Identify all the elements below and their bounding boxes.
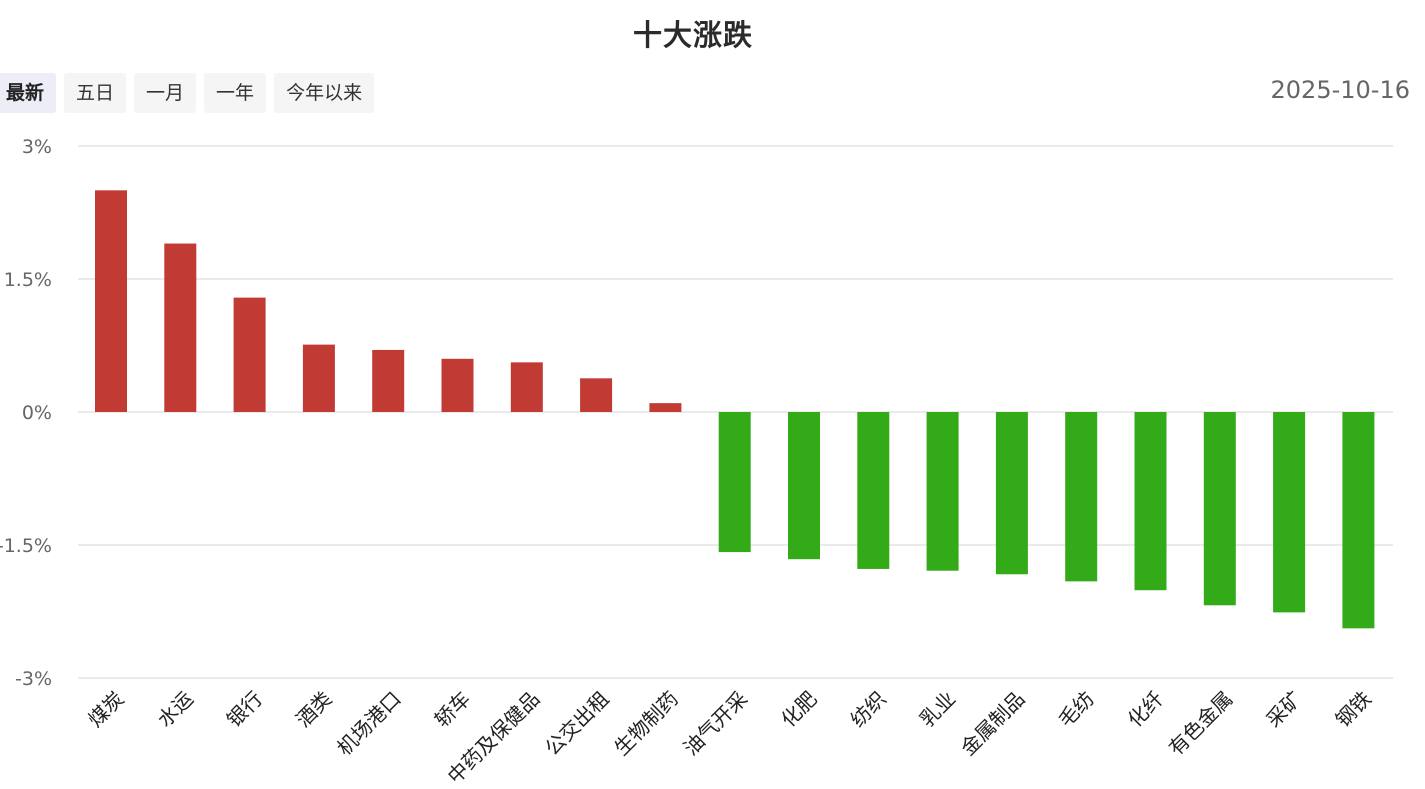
x-tick-label: 轿车 (430, 687, 475, 732)
bar (649, 403, 682, 412)
y-tick-label: 3% (22, 136, 52, 158)
data-date: 2025-10-16 (1270, 76, 1410, 104)
period-tabs: 最新 五日 一月 一年 今年以来 (0, 73, 375, 113)
tab-five-day[interactable]: 五日 (64, 73, 127, 113)
bar (302, 344, 335, 412)
x-tick-label: 毛纺 (1053, 687, 1098, 732)
y-tick-label: -1.5% (0, 535, 52, 557)
x-tick-label: 公交出租 (540, 687, 614, 761)
x-tick-label: 机场港口 (332, 687, 406, 761)
bar (95, 190, 127, 412)
bar (1203, 412, 1236, 606)
x-tick-label: 水运 (153, 687, 198, 732)
x-tick-label: 生物制药 (609, 687, 683, 761)
x-tick-label: 金属制品 (956, 687, 1030, 761)
bar (580, 378, 613, 412)
x-tick-label: 有色金属 (1164, 687, 1238, 761)
x-tick-label: 油气开采 (679, 687, 753, 761)
bar (1134, 412, 1167, 591)
x-tick-label: 采矿 (1261, 687, 1306, 732)
x-tick-label: 乳业 (915, 687, 960, 732)
y-tick-label: -3% (15, 668, 52, 690)
x-tick-label: 煤炭 (83, 687, 128, 732)
bar (926, 412, 959, 571)
tab-year-to-date[interactable]: 今年以来 (274, 73, 375, 113)
bar (995, 412, 1028, 575)
bar (788, 412, 820, 560)
tab-one-month[interactable]: 一月 (134, 73, 197, 113)
bar (233, 297, 266, 412)
tab-latest[interactable]: 最新 (0, 73, 57, 113)
tab-one-year[interactable]: 一年 (204, 73, 267, 113)
bar (441, 358, 474, 412)
chart-title: 十大涨跌 (632, 18, 753, 52)
y-tick-label: 0% (22, 402, 52, 424)
bar (857, 412, 890, 569)
bar (372, 349, 405, 412)
x-tick-label: 酒类 (291, 687, 336, 732)
bar (164, 243, 197, 412)
x-tick-label: 银行 (222, 687, 267, 732)
x-tick-label: 化纤 (1123, 687, 1168, 732)
bar (1342, 412, 1375, 629)
bar (510, 362, 543, 412)
x-tick-label: 钢铁 (1331, 687, 1376, 732)
x-tick-label: 纺织 (846, 687, 891, 732)
bar (1065, 412, 1098, 582)
x-tick-label: 化肥 (776, 687, 821, 732)
bar (718, 412, 751, 553)
y-tick-label: 1.5% (4, 269, 52, 291)
bar (1273, 412, 1306, 613)
